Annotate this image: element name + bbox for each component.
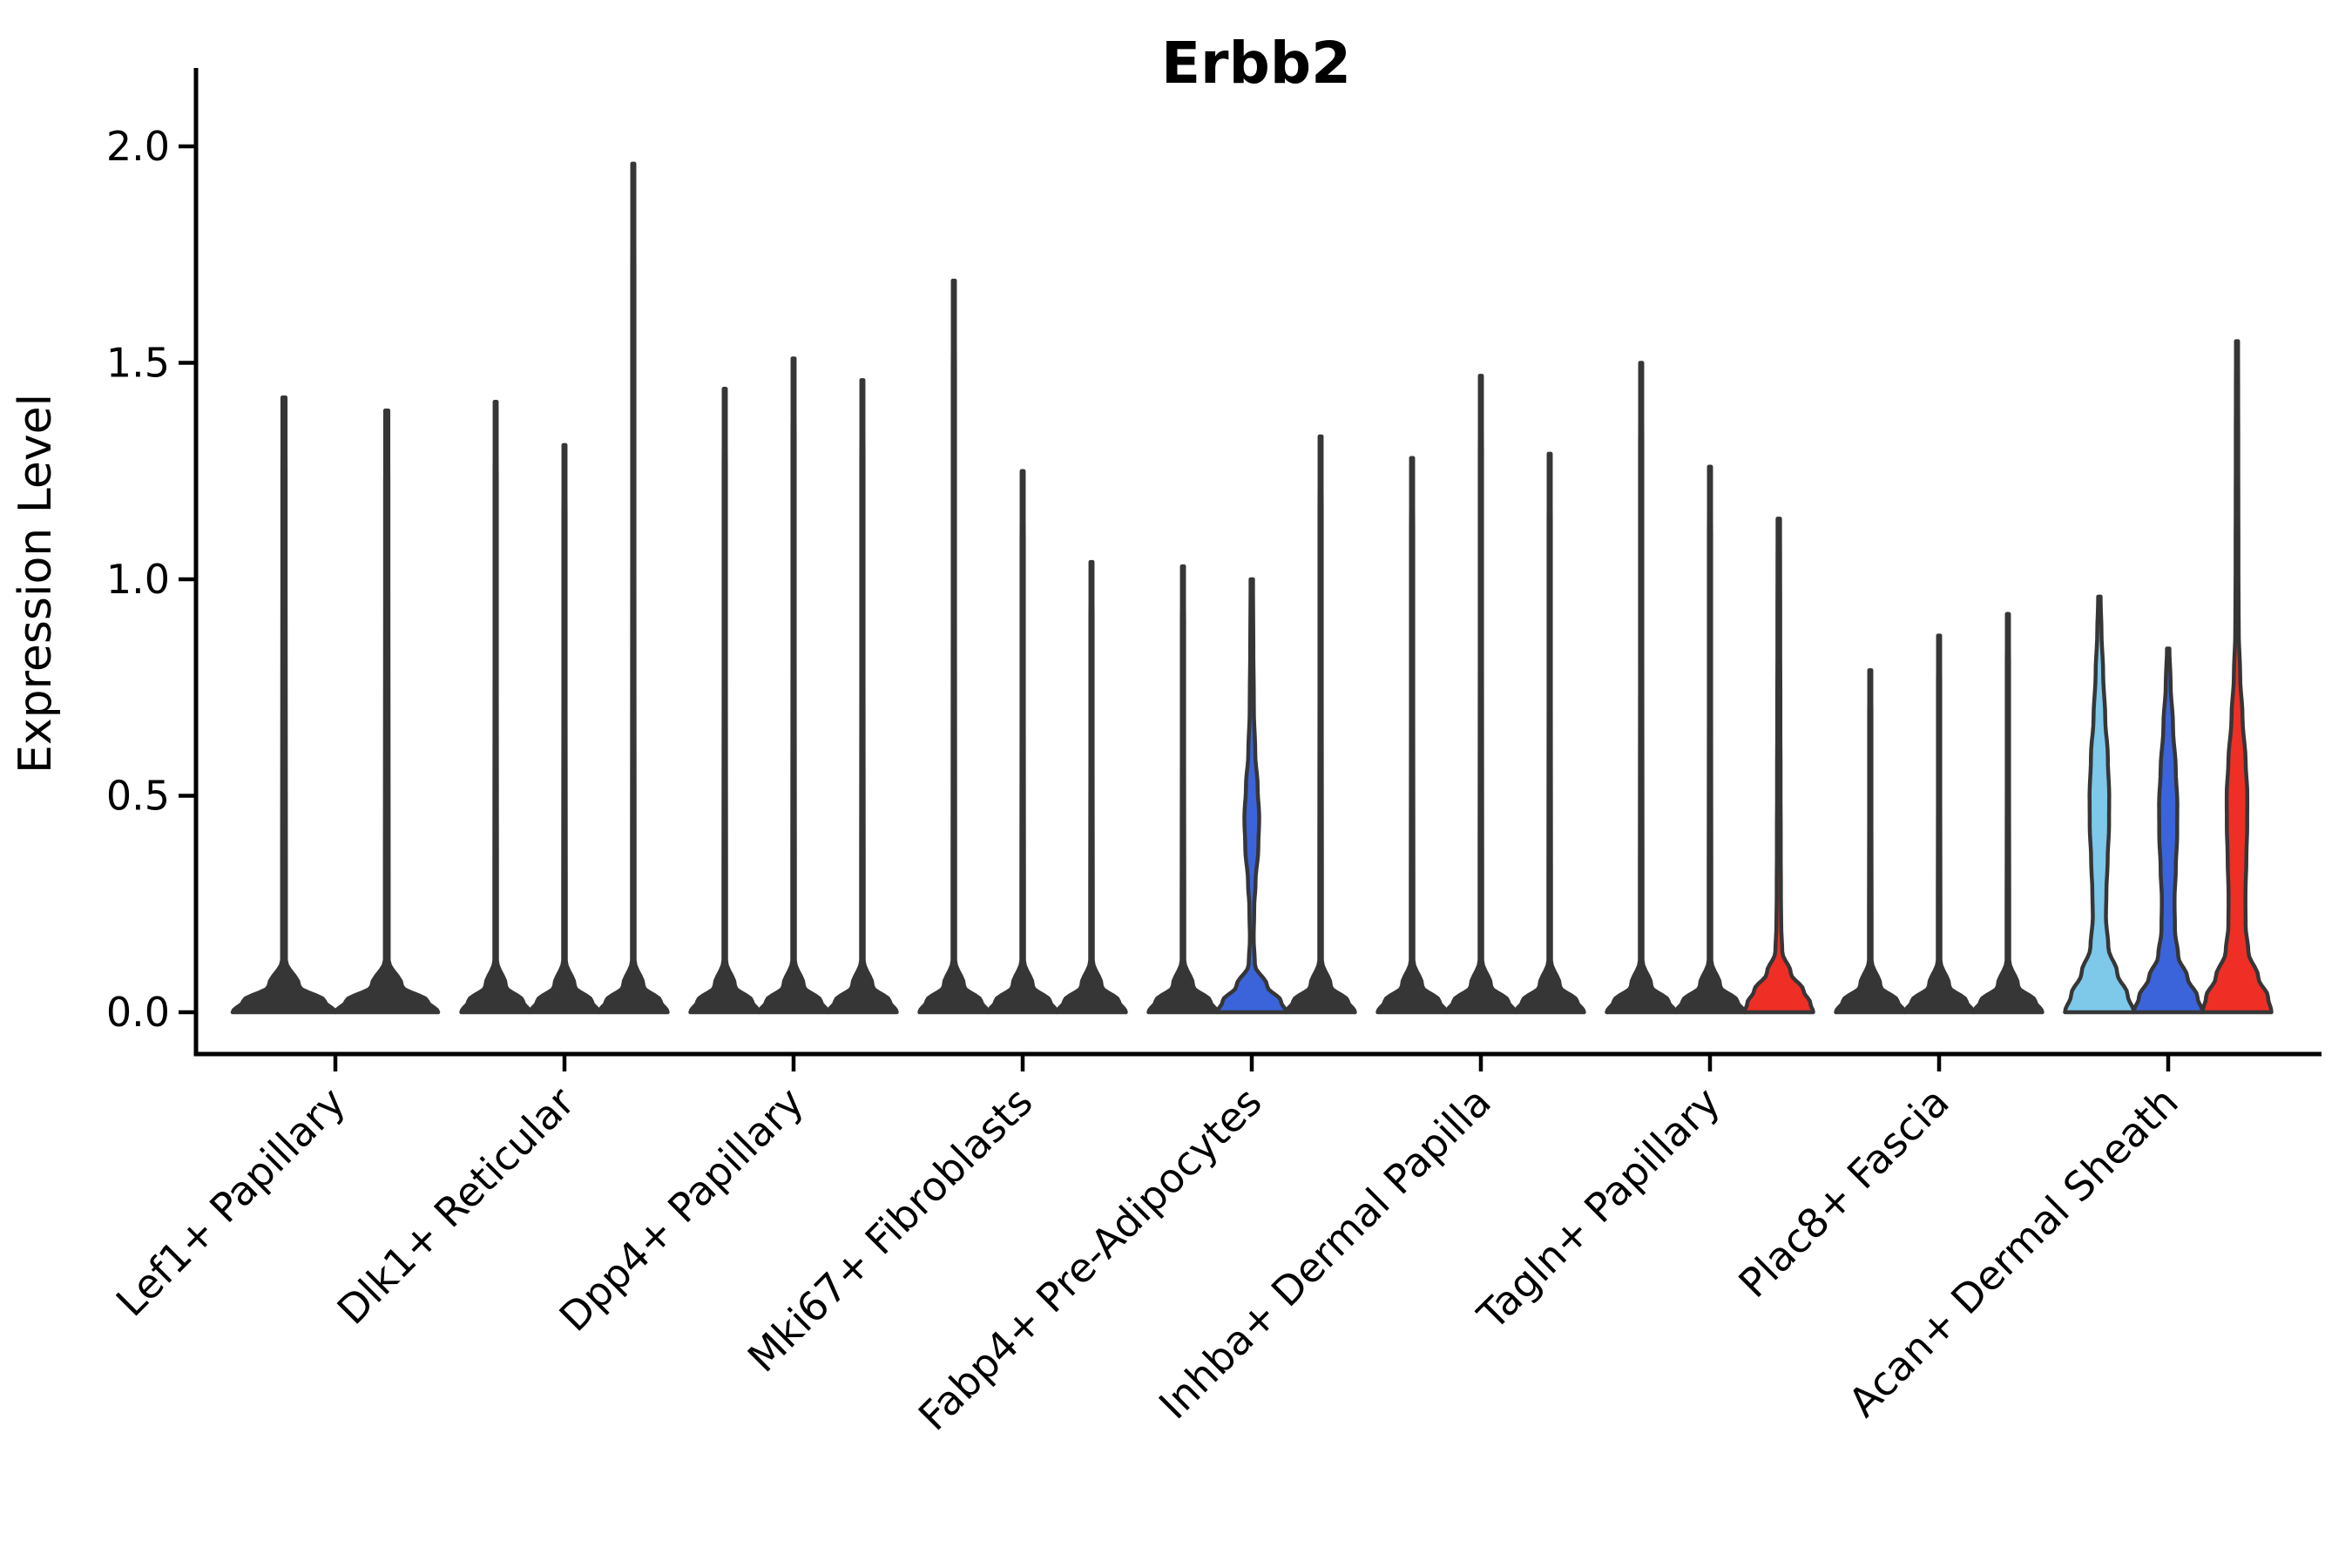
violin-inhba-dermal-papilla-s2 <box>1444 374 1517 1015</box>
y-tick-label: 2.0 <box>106 123 170 170</box>
violin-tagln-papillary-s2 <box>1673 464 1747 1015</box>
violin-acan-dermal-sheath-s2 <box>2132 646 2205 1015</box>
y-tick-label: 0.0 <box>106 989 170 1036</box>
violin-plac8-fascia-s1 <box>1834 668 1907 1015</box>
violin-tagln-papillary-s1 <box>1605 361 1678 1015</box>
violin-fabp4-pre-adipocytes-s2 <box>1215 577 1288 1015</box>
violin-fabp4-pre-adipocytes-s1 <box>1146 564 1220 1015</box>
y-axis-label: Expression Level <box>10 394 62 774</box>
y-tick-label: 1.5 <box>106 340 170 387</box>
violin-dlk1-reticular-s1 <box>459 399 532 1015</box>
violin-plac8-fascia-s2 <box>1903 633 1976 1015</box>
violin-plac8-fascia-s3 <box>1971 612 2044 1015</box>
violin-inhba-dermal-papilla-s1 <box>1375 456 1449 1015</box>
x-tick-label-dpp4-papillary: Dpp4+ Papillary <box>551 1078 813 1341</box>
violin-dpp4-papillary-s1 <box>688 387 761 1015</box>
violins-layer <box>230 161 2274 1015</box>
x-tick-label-plac8-fascia: Plac8+ Fascia <box>1729 1078 1957 1307</box>
x-tick-label-lef1-papillary: Lef1+ Papillary <box>107 1078 355 1326</box>
x-tick-label-dlk1-reticular: Dlk1+ Reticular <box>328 1078 584 1334</box>
violin-mki67-fibroblasts-s2 <box>986 469 1059 1015</box>
violin-lef1-papillary-s1 <box>230 395 338 1015</box>
x-tick-label-tagln-papillary: Tagln+ Papillary <box>1468 1078 1729 1340</box>
violin-dlk1-reticular-s3 <box>597 161 670 1015</box>
violin-dpp4-papillary-s3 <box>826 378 899 1015</box>
violin-acan-dermal-sheath-s3 <box>2200 339 2274 1015</box>
y-tick-label: 1.0 <box>106 556 170 603</box>
violin-lef1-papillary-s2 <box>333 408 441 1015</box>
violin-inhba-dermal-papilla-s3 <box>1513 451 1586 1015</box>
violin-fabp4-pre-adipocytes-s3 <box>1284 434 1357 1015</box>
y-tick-label: 0.5 <box>106 773 170 820</box>
violin-tagln-papillary-s3 <box>1742 517 1815 1015</box>
axes-layer <box>179 68 2322 1071</box>
violin-mki67-fibroblasts-s1 <box>917 278 990 1015</box>
violin-mki67-fibroblasts-s3 <box>1055 559 1128 1015</box>
violin-dlk1-reticular-s2 <box>528 443 601 1015</box>
violin-dpp4-papillary-s2 <box>757 356 830 1015</box>
chart-title: Erbb2 <box>1161 30 1351 97</box>
violin-acan-dermal-sheath-s1 <box>2063 594 2136 1015</box>
